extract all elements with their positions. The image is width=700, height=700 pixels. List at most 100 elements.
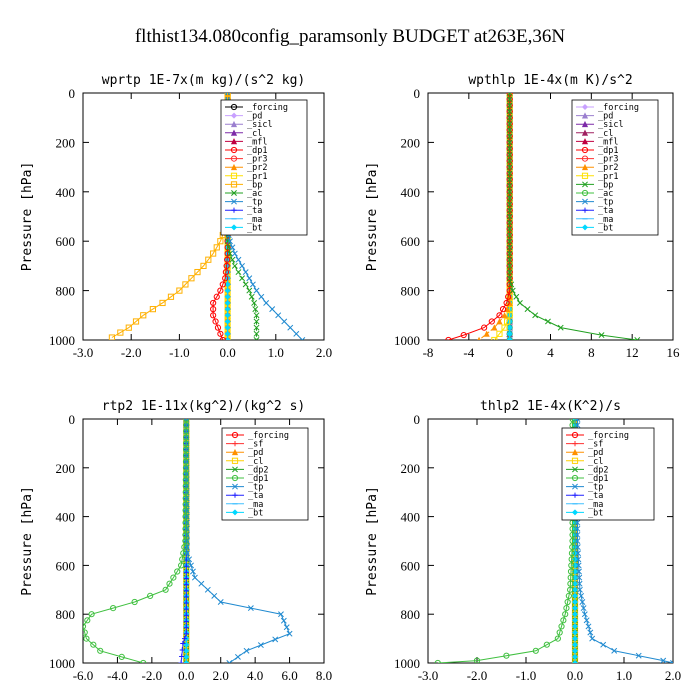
data-point [149,306,156,313]
data-point [576,586,583,593]
data-point [97,647,104,654]
data-point [183,618,189,625]
data-point [219,281,226,288]
data-point [506,188,513,195]
data-point [567,586,574,593]
data-point [222,275,229,282]
data-point [575,550,582,557]
legend-label: _pr3 [598,155,618,165]
legend-marker [581,112,589,119]
legend-marker [572,492,578,498]
data-point [524,306,531,313]
data-point [281,318,288,325]
data-point [506,312,513,319]
data-point [574,531,581,538]
data-point [506,262,513,269]
data-point [506,207,513,214]
data-point [505,293,512,300]
data-point [224,287,231,294]
data-point [219,336,226,340]
data-point [110,605,117,612]
chart-panel-2: wpthlp 1E-4x(m K)/s^2 Pressure [hPa] -8 -4 0… [365,73,680,360]
y-tick-label: 1000 [394,656,420,671]
data-point [181,544,188,551]
data-point [204,586,211,593]
data-point [611,647,618,654]
legend-marker [582,181,588,188]
data-point [506,108,513,115]
data-point [513,293,520,300]
data-point [272,636,279,643]
x-tick-label: 1.0 [616,668,632,683]
y-tick-label: 600 [401,558,421,573]
data-point [506,145,513,152]
data-point [598,332,605,339]
data-point [506,256,513,263]
data-point [506,219,513,226]
data-point [234,653,241,660]
data-point [180,550,187,557]
y-axis-label: Pressure [hPa] [365,162,380,272]
data-point [569,544,576,551]
legend-label: _forcing [248,431,289,441]
data-point [563,605,570,612]
data-point [506,164,513,171]
data-point [222,268,230,276]
data-point [571,611,579,618]
data-point [569,419,576,423]
data-point [572,660,578,663]
data-point [200,262,207,269]
data-point [496,312,503,319]
data-point [253,318,260,325]
data-point [506,337,513,340]
y-tick-label: 0 [69,86,76,101]
figure-title: flthist134.080config_paramsonly BUDGET a… [135,26,566,47]
data-point [565,592,572,600]
legend-label: _ta [248,491,263,501]
legend-marker [582,207,588,213]
legend-label: _sicl [247,120,273,130]
x-tick-label: 0.0 [178,668,194,683]
data-point [600,641,607,648]
x-tick-label: 1.0 [268,345,284,360]
data-point [293,330,300,337]
data-point [569,525,576,532]
legend-label: _dp1 [598,146,618,156]
data-point [183,440,190,447]
legend-label: _bp [247,180,262,190]
plot-frame [82,92,325,341]
data-point [583,617,590,624]
data-point [634,337,641,340]
data-point [224,93,231,96]
data-point [224,330,231,337]
data-point [183,659,190,663]
data-point [182,464,190,471]
data-point [214,324,222,331]
data-point [572,419,578,422]
data-point [183,600,189,606]
data-point [506,281,513,288]
data-point [224,312,231,319]
legend: _forcing_pd_sicl_cl_mfl_dp1_pr3_pr2_pr1_… [220,99,308,236]
data-point [224,324,231,331]
legend-label: _pr2 [247,163,267,173]
data-point [581,611,588,618]
legend-label: _ma [247,215,262,225]
data-point [217,238,224,245]
data-point [488,318,495,325]
data-point [506,120,513,127]
legend-label: _bt [248,508,263,518]
data-point [182,531,189,539]
data-point [183,434,190,441]
legend-label: _ac [598,189,613,199]
data-point [560,617,567,624]
x-tick-label: 0 [506,345,513,360]
legend-label: _tp [588,483,603,493]
data-point [229,256,236,263]
data-point [571,659,579,663]
data-point [571,623,579,630]
x-tick-label: -2.0 [121,345,142,360]
legend-label: _pd [248,448,263,458]
data-point [147,592,154,600]
legend-marker [230,120,238,128]
